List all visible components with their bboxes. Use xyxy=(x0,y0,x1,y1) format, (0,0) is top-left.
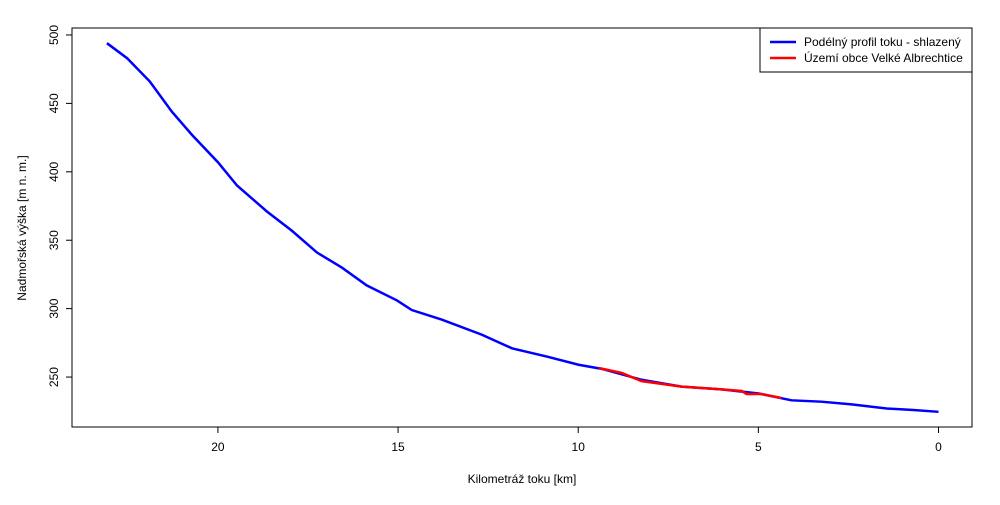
y-tick-label: 350 xyxy=(47,230,61,250)
y-tick-label: 300 xyxy=(47,298,61,318)
x-tick-label: 5 xyxy=(755,440,762,454)
legend-label: Území obce Velké Albrechtice xyxy=(804,50,963,65)
x-tick-label: 20 xyxy=(211,440,225,454)
x-tick-label: 0 xyxy=(935,440,942,454)
y-axis-label: Nadmořská výška [m n. m.] xyxy=(15,155,29,300)
series-line xyxy=(106,42,939,414)
plot-frame xyxy=(71,27,973,428)
x-tick-label: 15 xyxy=(391,440,405,454)
y-tick-label: 400 xyxy=(47,161,61,181)
x-axis-label: Kilometráž toku [km] xyxy=(468,472,577,486)
legend-box xyxy=(759,27,973,73)
y-tick-label: 500 xyxy=(47,25,61,45)
y-tick-label: 250 xyxy=(47,367,61,387)
series-line xyxy=(598,366,782,400)
legend-label: Podélný profil toku - shlazený xyxy=(804,35,961,49)
y-tick-label: 450 xyxy=(47,93,61,113)
x-tick-label: 10 xyxy=(572,440,586,454)
